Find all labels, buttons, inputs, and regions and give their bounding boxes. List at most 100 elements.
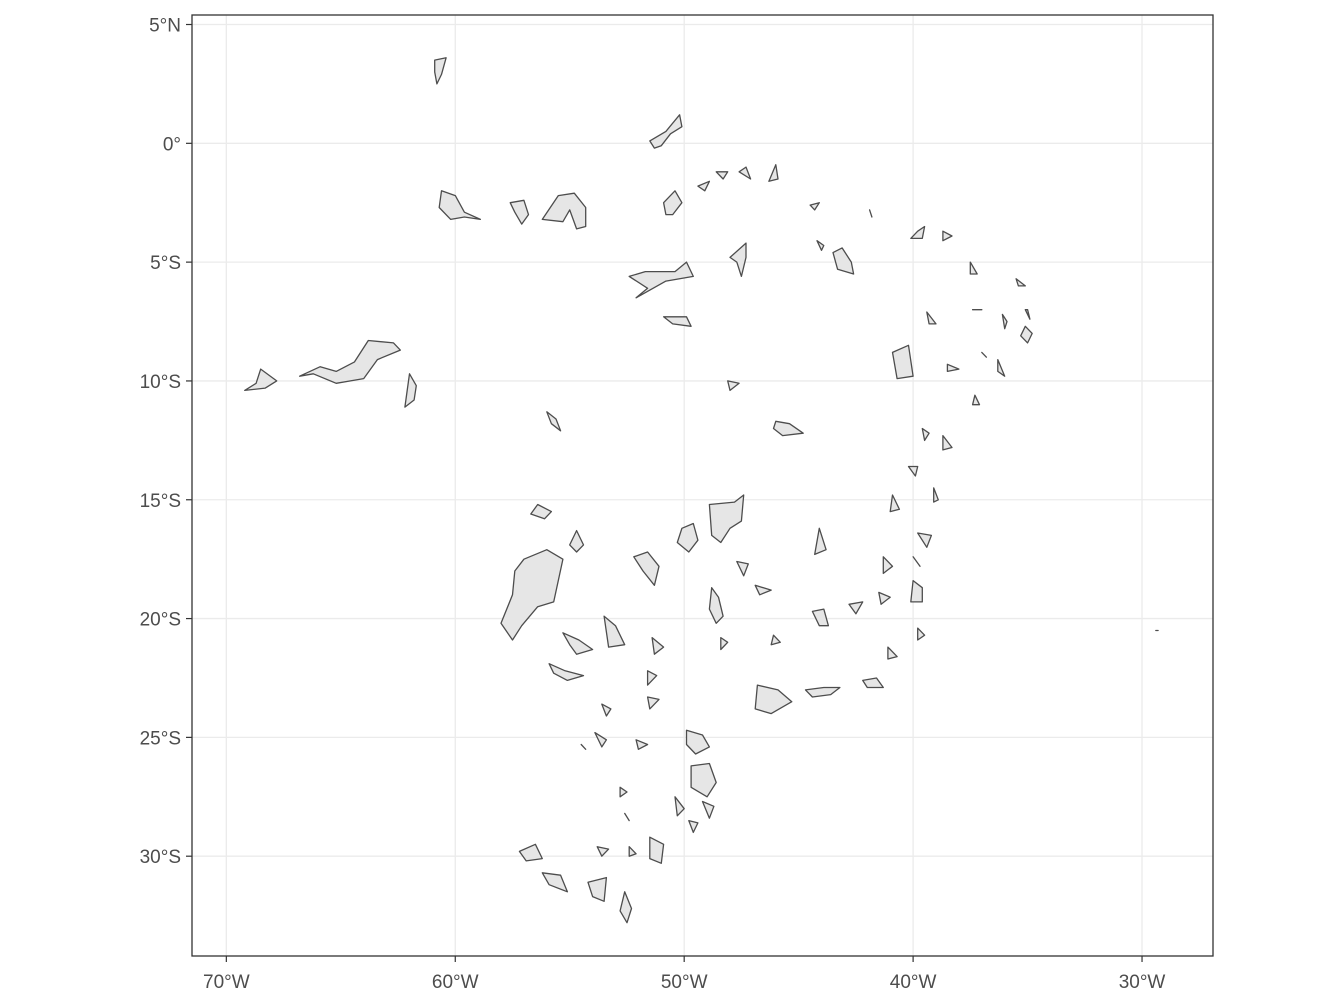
x-tick-label: 30°W bbox=[1119, 972, 1166, 993]
region-polygon bbox=[736, 560, 749, 577]
region-polygon bbox=[912, 556, 921, 567]
y-tick-label: 5°N bbox=[149, 16, 181, 37]
region-polygon bbox=[1020, 325, 1033, 344]
region-polygon bbox=[628, 846, 637, 857]
region-polygon bbox=[917, 532, 933, 548]
region-polygon bbox=[971, 394, 981, 406]
region-polygon bbox=[946, 363, 960, 373]
region-polygon bbox=[772, 420, 804, 437]
region-polygon bbox=[907, 465, 919, 477]
region-polygon bbox=[1015, 278, 1026, 287]
region-polygon bbox=[298, 339, 401, 384]
y-tick-label: 5°S bbox=[150, 253, 181, 274]
region-polygon bbox=[649, 114, 683, 149]
region-polygon bbox=[738, 166, 752, 180]
region-polygon bbox=[910, 225, 926, 240]
region-polygon bbox=[997, 358, 1006, 377]
region-polygon bbox=[882, 556, 894, 575]
region-polygon bbox=[720, 636, 729, 651]
region-polygon bbox=[530, 503, 553, 520]
region-polygon bbox=[878, 591, 891, 605]
region-polygon bbox=[832, 247, 855, 275]
x-tick-label: 40°W bbox=[890, 972, 937, 993]
y-tick-label: 20°S bbox=[140, 610, 181, 631]
region-polygon bbox=[809, 202, 820, 211]
panel-border bbox=[191, 14, 1214, 957]
region-polygon bbox=[862, 677, 884, 689]
region-polygon bbox=[438, 190, 482, 221]
x-tick-label: 50°W bbox=[661, 972, 708, 993]
region-polygon bbox=[662, 316, 692, 327]
region-polygon bbox=[674, 796, 685, 817]
region-polygon bbox=[811, 608, 830, 627]
x-tick-label: 60°W bbox=[432, 972, 479, 993]
region-polygon bbox=[942, 434, 953, 451]
region-polygon bbox=[969, 261, 978, 275]
region-polygon bbox=[910, 579, 923, 603]
region-polygon bbox=[1001, 313, 1008, 330]
y-tick-label: 15°S bbox=[140, 491, 181, 512]
region-polygon bbox=[804, 686, 841, 698]
y-tick-label: 10°S bbox=[140, 372, 181, 393]
region-polygon bbox=[662, 190, 683, 216]
region-polygon bbox=[518, 843, 543, 862]
region-polygon bbox=[754, 584, 772, 596]
region-polygon bbox=[434, 57, 447, 85]
region-polygon bbox=[868, 209, 873, 218]
region-polygon bbox=[768, 164, 779, 182]
region-polygon bbox=[981, 351, 988, 358]
region-polygon bbox=[646, 670, 658, 686]
region-polygon bbox=[685, 729, 711, 755]
y-tick-label: 25°S bbox=[140, 728, 181, 749]
region-polygon bbox=[633, 551, 660, 586]
region-polygon bbox=[891, 344, 914, 380]
region-polygon bbox=[619, 891, 633, 924]
region-polygon bbox=[548, 663, 585, 682]
region-polygon bbox=[697, 180, 711, 192]
region-polygon bbox=[942, 230, 953, 242]
region-polygon bbox=[244, 368, 278, 392]
region-polygon bbox=[708, 494, 745, 544]
region-polygon bbox=[546, 411, 562, 432]
region-polygon bbox=[649, 836, 665, 864]
region-polygon bbox=[688, 819, 699, 834]
region-polygon bbox=[596, 846, 610, 857]
region-polygon bbox=[541, 192, 587, 230]
region-polygon bbox=[708, 587, 724, 624]
region-polygon bbox=[727, 380, 740, 392]
region-polygon bbox=[676, 522, 699, 553]
region-polygon bbox=[917, 627, 926, 641]
axes: 70°W 60°W 50°W 40°W 30°W 5°N 0° 5°S 10°S 15°S 20°S… bbox=[140, 16, 1166, 993]
region-polygon bbox=[926, 311, 937, 325]
region-polygon bbox=[889, 494, 901, 513]
region-polygon bbox=[603, 615, 626, 648]
region-polygon bbox=[646, 696, 660, 710]
region-polygon bbox=[404, 373, 417, 408]
region-polygon bbox=[619, 786, 628, 798]
region-polygon bbox=[715, 171, 729, 180]
region-polygon bbox=[594, 731, 608, 748]
graticule bbox=[192, 15, 1213, 956]
region-polygon bbox=[569, 529, 585, 553]
y-tick-label: 30°S bbox=[140, 847, 181, 868]
x-tick-label: 70°W bbox=[203, 972, 250, 993]
region-polygon bbox=[541, 872, 569, 893]
region-polygon bbox=[814, 527, 827, 556]
region-polygon bbox=[887, 646, 898, 660]
region-polygon bbox=[500, 549, 564, 641]
region-polygon bbox=[921, 427, 930, 442]
region-polygon bbox=[635, 739, 649, 750]
region-polygon bbox=[933, 487, 939, 503]
region-polygon bbox=[754, 684, 793, 715]
region-polygon bbox=[1024, 309, 1031, 320]
region-polygon bbox=[770, 634, 781, 646]
region-polygons bbox=[244, 57, 1159, 924]
region-polygon bbox=[651, 636, 665, 655]
region-polygon bbox=[729, 242, 747, 278]
region-polygon bbox=[580, 743, 587, 750]
region-polygon bbox=[624, 812, 630, 822]
region-polygon bbox=[816, 240, 825, 251]
region-polygon bbox=[690, 762, 717, 798]
region-polygon bbox=[701, 800, 715, 819]
